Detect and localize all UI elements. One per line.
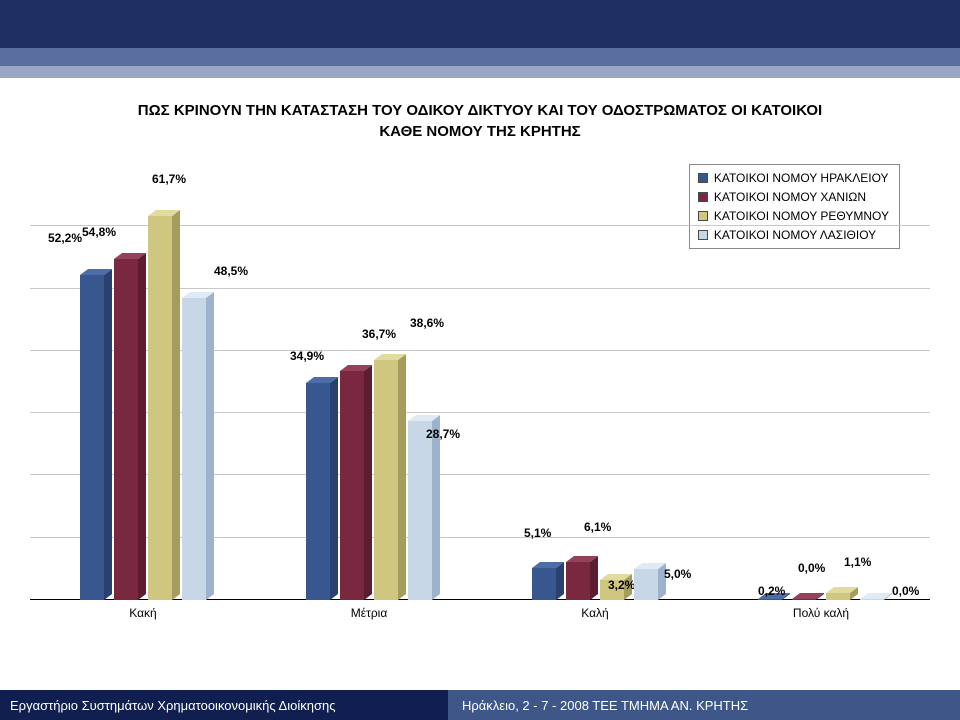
bar [566, 562, 590, 600]
legend-label: ΚΑΤΟΙΚΟΙ ΝΟΜΟΥ ΛΑΣΙΘΙΟΥ [714, 228, 876, 242]
header-band [0, 0, 960, 78]
legend-item: ΚΑΤΟΙΚΟΙ ΝΟΜΟΥ ΡΕΘΥΜΝΟΥ [698, 209, 889, 223]
header-band-top [0, 0, 960, 48]
bar-value-label: 52,2% [48, 231, 82, 245]
bar-value-label: 3,2% [608, 578, 635, 592]
legend-item: ΚΑΤΟΙΚΟΙ ΝΟΜΟΥ ΗΡΑΚΛΕΙΟΥ [698, 171, 889, 185]
legend-label: ΚΑΤΟΙΚΟΙ ΝΟΜΟΥ ΧΑΝΙΩΝ [714, 190, 866, 204]
bar-value-label: 28,7% [426, 427, 460, 441]
bar [374, 360, 398, 600]
header-band-bot [0, 66, 960, 78]
bar-side [138, 253, 146, 600]
bar-value-label: 5,0% [664, 567, 691, 581]
bar-front [826, 593, 850, 600]
bar-value-label: 1,1% [844, 555, 871, 569]
bar [148, 216, 172, 600]
bar [340, 371, 364, 600]
bar [80, 275, 104, 600]
bar-value-label: 0,0% [892, 584, 919, 598]
bar-side [330, 377, 338, 600]
chart-title: ΠΩΣ ΚΡΙΝΟΥΝ ΤΗΝ ΚΑΤΑΣΤΑΣΗ ΤΟΥ ΟΔΙΚΟΥ ΔΙΚ… [30, 100, 930, 142]
bar-value-label: 34,9% [290, 349, 324, 363]
bar-side [432, 415, 440, 600]
bar-value-label: 54,8% [82, 225, 116, 239]
bar-front [148, 216, 172, 600]
bar [826, 593, 850, 600]
bar-front [374, 360, 398, 600]
x-category-label: Πολύ καλή [758, 606, 884, 620]
header-band-mid [0, 48, 960, 66]
bar-front [566, 562, 590, 600]
bar-front [408, 421, 432, 600]
bar-value-label: 5,1% [524, 526, 551, 540]
bar [306, 383, 330, 600]
x-category-label: Κακή [80, 606, 206, 620]
bar-front [532, 568, 556, 600]
bar-side [556, 562, 564, 600]
bar-side [172, 210, 180, 600]
bar-front [340, 371, 364, 600]
legend-swatch [698, 192, 708, 202]
chart: ΚΑΤΟΙΚΟΙ ΝΟΜΟΥ ΗΡΑΚΛΕΙΟΥ ΚΑΤΟΙΚΟΙ ΝΟΜΟΥ Χ… [30, 164, 930, 626]
legend-item: ΚΑΤΟΙΚΟΙ ΝΟΜΟΥ ΧΑΝΙΩΝ [698, 190, 889, 204]
bar-front [182, 298, 206, 600]
legend-label: ΚΑΤΟΙΚΟΙ ΝΟΜΟΥ ΗΡΑΚΛΕΙΟΥ [714, 171, 889, 185]
legend-item: ΚΑΤΟΙΚΟΙ ΝΟΜΟΥ ΛΑΣΙΘΙΟΥ [698, 228, 889, 242]
bar-side [364, 365, 372, 600]
bar-front [634, 569, 658, 600]
x-axis: ΚακήΜέτριαΚαλήΠολύ καλήΆλλο [30, 600, 930, 626]
bar-value-label: 36,7% [362, 327, 396, 341]
bar-value-label: 6,1% [584, 520, 611, 534]
slide-body: ΠΩΣ ΚΡΙΝΟΥΝ ΤΗΝ ΚΑΤΑΣΤΑΣΗ ΤΟΥ ΟΔΙΚΟΥ ΔΙΚ… [0, 78, 960, 690]
bar [408, 421, 432, 600]
legend-swatch [698, 173, 708, 183]
bar-value-label: 38,6% [410, 316, 444, 330]
bar-value-label: 0,0% [798, 561, 825, 575]
bar-front [306, 383, 330, 600]
bar [532, 568, 556, 600]
bar [114, 259, 138, 600]
bar-front [80, 275, 104, 600]
legend-label: ΚΑΤΟΙΚΟΙ ΝΟΜΟΥ ΡΕΘΥΜΝΟΥ [714, 209, 889, 223]
footer-right: Ηράκλειο, 2 - 7 - 2008 ΤΕΕ ΤΜΗΜΑ ΑΝ. ΚΡΗ… [448, 690, 960, 720]
bar-value-label: 0,2% [758, 584, 785, 598]
legend: ΚΑΤΟΙΚΟΙ ΝΟΜΟΥ ΗΡΑΚΛΕΙΟΥ ΚΑΤΟΙΚΟΙ ΝΟΜΟΥ Χ… [689, 164, 900, 249]
x-category-label: Μέτρια [306, 606, 432, 620]
bar [182, 298, 206, 600]
legend-swatch [698, 211, 708, 221]
bar [634, 569, 658, 600]
x-category-label: Καλή [532, 606, 658, 620]
bar-side [104, 269, 112, 600]
legend-swatch [698, 230, 708, 240]
footer-left: Εργαστήριο Συστημάτων Χρηματοοικονομικής… [0, 690, 448, 720]
bar-value-label: 48,5% [214, 264, 248, 278]
bar-front [114, 259, 138, 600]
bar-value-label: 61,7% [152, 172, 186, 186]
bar-side [206, 292, 214, 600]
bar-side [590, 556, 598, 600]
plot-area: ΚΑΤΟΙΚΟΙ ΝΟΜΟΥ ΗΡΑΚΛΕΙΟΥ ΚΑΤΟΙΚΟΙ ΝΟΜΟΥ Χ… [30, 164, 930, 600]
bar-side [398, 354, 406, 600]
footer: Εργαστήριο Συστημάτων Χρηματοοικονομικής… [0, 690, 960, 720]
